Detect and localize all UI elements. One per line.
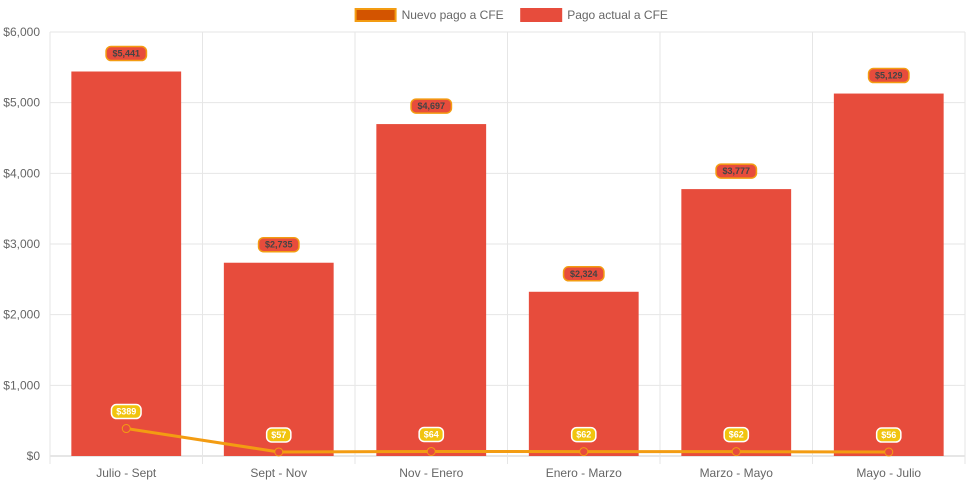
line-label-box (723, 426, 750, 443)
line-data-label: $62 (576, 430, 591, 440)
bar-data-label: $5,129 (875, 71, 903, 81)
line-data-label: $62 (729, 430, 744, 440)
x-tick-label: Nov - Enero (399, 466, 463, 480)
legend-swatch (520, 8, 563, 22)
bar (681, 189, 792, 457)
y-tick-label: $1,000 (3, 378, 40, 392)
line-data-label: $64 (424, 429, 439, 439)
line-point (274, 447, 284, 457)
y-tick-label: $6,000 (3, 25, 40, 39)
bar (833, 93, 944, 457)
bar-data-label: $5,441 (112, 49, 140, 59)
x-tick-label: Julio - Sept (96, 466, 157, 480)
line-label-box (570, 426, 597, 443)
line-data-label: $56 (881, 430, 896, 440)
line-point (121, 424, 131, 434)
x-tick-label: Mayo - Julio (856, 466, 921, 480)
line-label-box (265, 427, 292, 443)
bar-series (71, 71, 944, 457)
line-series (121, 424, 894, 457)
x-tick-label: Sept - Nov (250, 466, 307, 480)
bar (71, 71, 182, 456)
x-axis: Julio - Sept Sept - Nov Nov - Enero Enero -… (96, 466, 921, 480)
line-label-box (110, 403, 142, 420)
legend: Nuevo pago a CFE Pago actual a CFE (354, 8, 668, 22)
y-tick-label: $3,000 (3, 237, 40, 251)
legend-label: Pago actual a CFE (567, 8, 668, 22)
bar-data-label: $2,324 (570, 269, 598, 279)
series-line (126, 427, 889, 454)
line-point (731, 447, 741, 457)
bar-label-box (105, 45, 148, 62)
y-tick-label: $4,000 (3, 166, 40, 180)
legend-item: Pago actual a CFE (520, 8, 668, 22)
y-tick-label: $2,000 (3, 308, 40, 322)
bar-label-box (562, 266, 605, 282)
grid (49, 31, 966, 464)
legend-swatch (354, 8, 397, 22)
legend-item: Nuevo pago a CFE (354, 8, 504, 22)
bar-data-label: $3,777 (722, 166, 750, 176)
x-tick-label: Marzo - Mayo (700, 466, 774, 480)
bar-label-box (867, 67, 910, 84)
y-tick-label: $0 (27, 449, 41, 463)
line-data-label: $389 (116, 407, 136, 417)
line-point (884, 447, 894, 457)
legend-label: Nuevo pago a CFE (402, 8, 504, 22)
line-label-box (875, 427, 902, 443)
bar-data-label: $4,697 (417, 101, 445, 111)
bar-label-box (715, 163, 758, 179)
bar-data-labels: $5,441 $2,735 $4,697 $2,324 $3,777 $5,129 (105, 45, 910, 282)
line-label-box (418, 426, 445, 443)
bar (376, 124, 487, 456)
x-tick-label: Enero - Marzo (546, 466, 622, 480)
bar-label-box (257, 236, 300, 253)
y-tick-label: $5,000 (3, 96, 40, 110)
line-point (579, 447, 589, 457)
line-data-labels: $389 $57 $64 $62 $62 $56 (110, 403, 902, 443)
bar-label-box (410, 98, 453, 114)
bar-data-label: $2,735 (265, 240, 293, 250)
y-axis: $0 $1,000 $2,000 $3,000 $4,000 $5,000 $6,000 (3, 25, 40, 463)
line-point (426, 446, 436, 456)
bar (223, 262, 334, 456)
line-data-label: $57 (271, 430, 286, 440)
